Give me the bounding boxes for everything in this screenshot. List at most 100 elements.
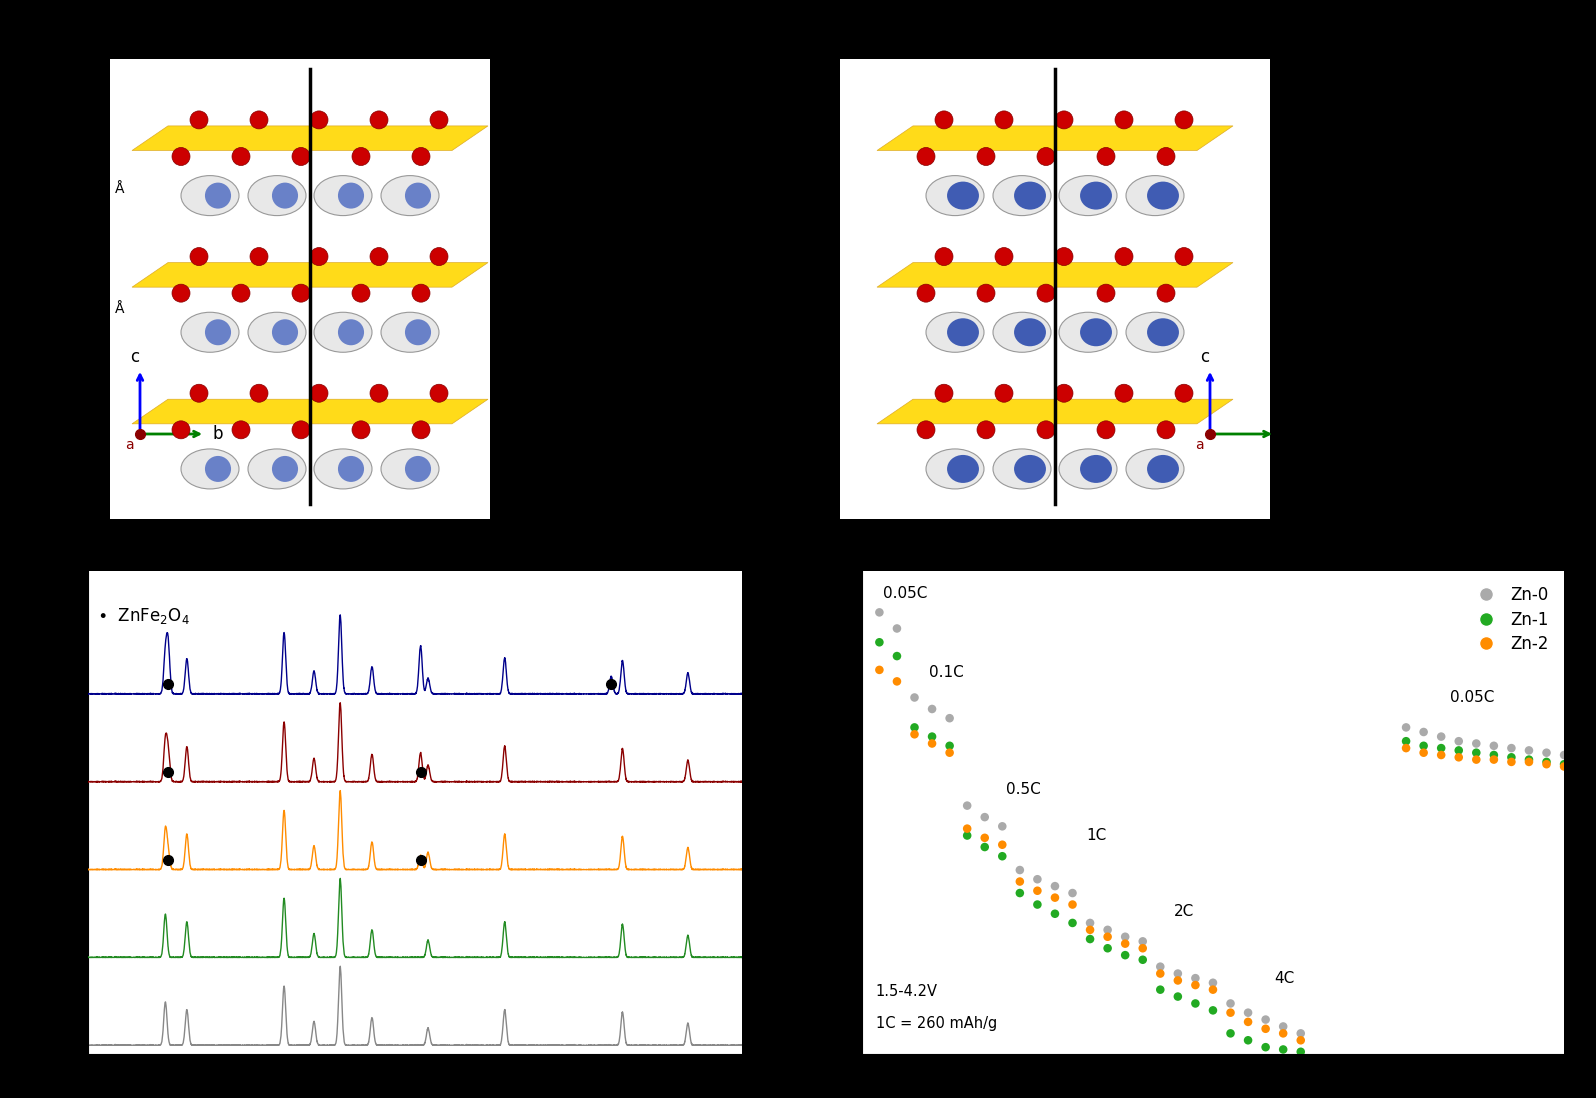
Point xyxy=(1288,1024,1314,1042)
Circle shape xyxy=(1175,384,1192,402)
Point xyxy=(1183,976,1208,994)
Text: b: b xyxy=(212,425,222,442)
Ellipse shape xyxy=(338,320,364,345)
Ellipse shape xyxy=(381,176,439,215)
Point xyxy=(1007,884,1033,901)
X-axis label: Cycle Number (n): Cycle Number (n) xyxy=(1127,1087,1299,1098)
Text: 3.: 3. xyxy=(1275,141,1291,158)
Ellipse shape xyxy=(180,312,239,352)
Point xyxy=(1112,928,1138,945)
Y-axis label: Normalized Intensity(a.u.): Normalized Intensity(a.u.) xyxy=(64,695,83,930)
Point xyxy=(884,619,910,637)
Point xyxy=(1007,861,1033,878)
Point xyxy=(1411,737,1436,754)
Point xyxy=(990,818,1015,836)
Circle shape xyxy=(353,284,370,302)
Text: $\bullet$  ZnFe$_2$O$_4$: $\bullet$ ZnFe$_2$O$_4$ xyxy=(97,606,190,626)
Circle shape xyxy=(994,111,1013,128)
Point xyxy=(1148,957,1173,975)
Ellipse shape xyxy=(338,456,364,482)
Circle shape xyxy=(918,421,935,439)
Point xyxy=(954,827,980,844)
Point xyxy=(1534,744,1559,762)
Point xyxy=(1218,995,1243,1012)
Circle shape xyxy=(1096,147,1116,166)
Bar xyxy=(110,59,490,519)
Circle shape xyxy=(172,284,190,302)
Ellipse shape xyxy=(204,182,231,209)
Circle shape xyxy=(429,247,448,266)
Point xyxy=(1077,930,1103,948)
Point xyxy=(902,688,927,706)
Point xyxy=(1165,965,1191,983)
Point xyxy=(1060,884,1085,901)
Point xyxy=(1235,1004,1261,1021)
Circle shape xyxy=(231,284,251,302)
Point xyxy=(1551,758,1577,775)
Point xyxy=(867,604,892,621)
Point xyxy=(1411,724,1436,741)
Point xyxy=(1534,753,1559,771)
Ellipse shape xyxy=(1013,455,1045,483)
Point xyxy=(1393,718,1419,736)
Point xyxy=(1428,747,1454,764)
Point xyxy=(1253,1039,1278,1056)
Circle shape xyxy=(190,247,207,266)
Circle shape xyxy=(994,384,1013,402)
Point xyxy=(867,661,892,679)
Point xyxy=(1270,1024,1296,1042)
Ellipse shape xyxy=(926,312,985,352)
Point xyxy=(1411,744,1436,762)
Polygon shape xyxy=(876,400,1234,424)
Point xyxy=(972,838,998,855)
Point xyxy=(1464,744,1489,762)
Point xyxy=(1025,871,1050,888)
Point xyxy=(1007,873,1033,890)
Circle shape xyxy=(231,421,251,439)
Point xyxy=(1235,1031,1261,1049)
Ellipse shape xyxy=(1080,318,1112,346)
Ellipse shape xyxy=(405,182,431,209)
Ellipse shape xyxy=(338,182,364,209)
Circle shape xyxy=(1037,284,1055,302)
Ellipse shape xyxy=(926,449,985,489)
Point xyxy=(1042,877,1068,895)
Point xyxy=(902,718,927,736)
Point xyxy=(1183,970,1208,987)
Point xyxy=(1446,749,1472,766)
Text: 0.5C: 0.5C xyxy=(1005,782,1041,797)
Circle shape xyxy=(429,384,448,402)
Point xyxy=(1446,732,1472,750)
Point xyxy=(990,836,1015,853)
Text: 1C: 1C xyxy=(1087,828,1106,843)
Point xyxy=(1148,981,1173,998)
Text: 1.5-4.2V: 1.5-4.2V xyxy=(876,984,938,999)
Text: a: a xyxy=(124,438,134,452)
Ellipse shape xyxy=(993,176,1052,215)
Ellipse shape xyxy=(247,176,306,215)
Ellipse shape xyxy=(247,312,306,352)
Point xyxy=(1095,928,1120,945)
Circle shape xyxy=(292,421,310,439)
Point xyxy=(1112,946,1138,964)
Ellipse shape xyxy=(314,312,372,352)
Circle shape xyxy=(251,111,268,128)
Ellipse shape xyxy=(204,456,231,482)
Point xyxy=(1393,739,1419,757)
Circle shape xyxy=(1175,111,1192,128)
Circle shape xyxy=(977,147,994,166)
Point xyxy=(1481,751,1507,769)
Ellipse shape xyxy=(314,449,372,489)
Ellipse shape xyxy=(1127,449,1184,489)
Circle shape xyxy=(429,111,448,128)
Y-axis label: Specific Capacity (mAh/g): Specific Capacity (mAh/g) xyxy=(796,696,816,929)
Text: 4C: 4C xyxy=(1274,971,1294,986)
Ellipse shape xyxy=(1060,176,1117,215)
Ellipse shape xyxy=(271,320,298,345)
Text: x = 0.02: x = 0.02 xyxy=(745,852,809,867)
Circle shape xyxy=(1037,421,1055,439)
Point xyxy=(1183,995,1208,1012)
Circle shape xyxy=(1175,247,1192,266)
Circle shape xyxy=(977,284,994,302)
Point xyxy=(1095,940,1120,957)
